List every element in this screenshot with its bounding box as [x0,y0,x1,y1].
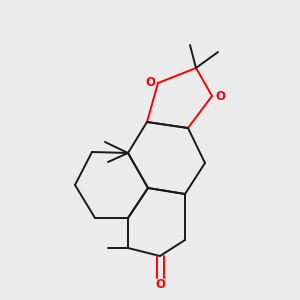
Text: O: O [215,89,225,103]
Text: O: O [155,278,165,290]
Text: O: O [145,76,155,89]
